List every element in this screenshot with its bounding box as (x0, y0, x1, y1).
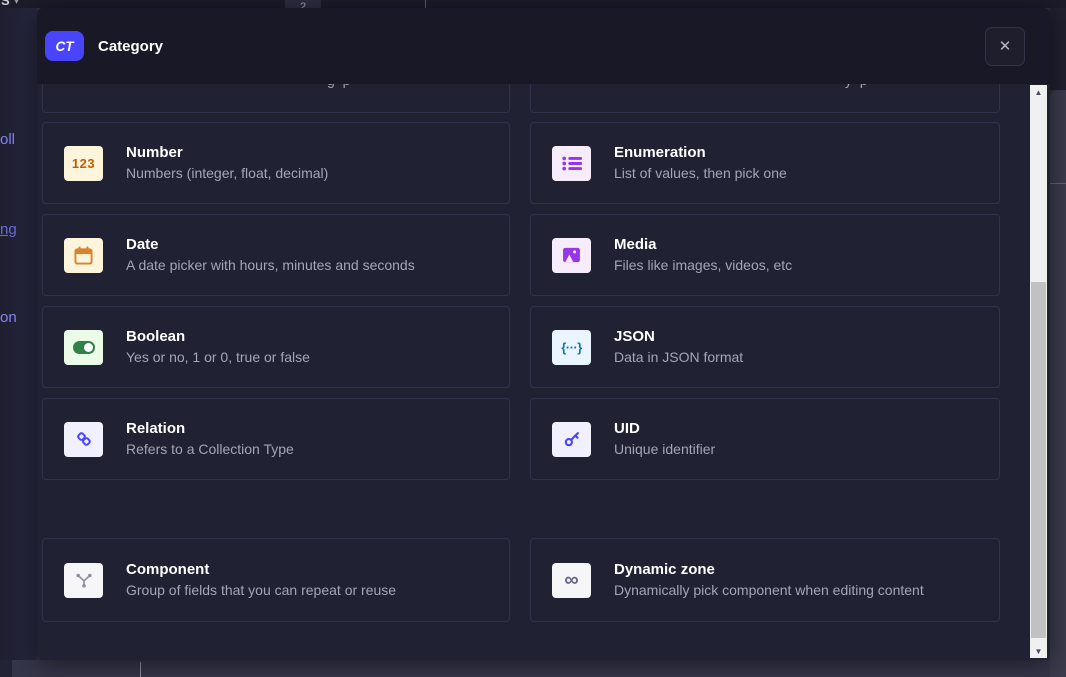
field-type-card-partial[interactable] (530, 84, 1000, 113)
field-type-card-relation[interactable]: Relation Refers to a Collection Type (42, 398, 510, 480)
field-type-card-boolean[interactable]: Boolean Yes or no, 1 or 0, true or false (42, 306, 510, 388)
modal-scrollbar[interactable]: ▲ ▼ (1030, 85, 1047, 658)
modal-body: g p y p 123 Number Numbers (integer, flo… (37, 84, 1050, 660)
field-type-title: Component (126, 561, 210, 578)
field-type-title: JSON (614, 328, 655, 345)
toggle-icon (64, 329, 103, 365)
field-type-modal: CT Category ✕ g p y p 123 Number Numbers (37, 8, 1050, 660)
field-type-grid: 123 Number Numbers (integer, float, deci… (42, 122, 1000, 480)
background-bottom-strip (0, 660, 1050, 677)
number-123-glyph: 123 (71, 155, 96, 171)
field-type-description: Data in JSON format (614, 349, 744, 365)
skeleton-number: 2 (299, 1, 307, 8)
background-right-strip (1050, 8, 1066, 90)
card-text: JSON Data in JSON format (614, 328, 743, 366)
card-text: Dynamic zone Dynamically pick component … (614, 561, 924, 599)
field-type-description: Files like images, videos, etc (614, 257, 793, 273)
field-type-card-enumeration[interactable]: Enumeration List of values, then pick on… (530, 122, 1000, 204)
card-text: Relation Refers to a Collection Type (126, 420, 294, 458)
number-123-icon: 123 (64, 145, 103, 181)
sidebar-text-fragment: oll (0, 131, 16, 148)
branch-icon (64, 562, 103, 598)
field-type-description: Unique identifier (614, 441, 716, 457)
field-type-card-date[interactable]: Date A date picker with hours, minutes a… (42, 214, 510, 296)
background-right-panel (1050, 90, 1066, 677)
curly-braces-glyph: {···} (561, 339, 582, 355)
content-type-badge: CT (45, 31, 84, 61)
caret-down-icon: ▾ (14, 0, 20, 7)
background-divider (140, 662, 141, 677)
scrollbar-down-button[interactable]: ▼ (1030, 644, 1047, 658)
scrollbar-up-button[interactable]: ▲ (1030, 85, 1047, 99)
background-edge (0, 660, 12, 677)
clipped-text-fragment: g p (327, 84, 352, 88)
field-type-grid-advanced: Component Group of fields that you can r… (42, 538, 1000, 622)
background-divider (1050, 183, 1066, 184)
field-type-title: Boolean (126, 328, 186, 345)
field-type-card-json[interactable]: {···} JSON Data in JSON format (530, 306, 1000, 388)
card-text: Date A date picker with hours, minutes a… (126, 236, 415, 274)
background-left-sidebar: oll ng on (0, 8, 37, 660)
bulleted-list-icon (552, 145, 591, 181)
field-type-description: Dynamically pick component when editing … (614, 582, 924, 598)
background-skeleton-badge: 2 (285, 0, 321, 8)
field-type-description: Group of fields that you can repeat or r… (126, 582, 397, 598)
field-type-title: Number (126, 144, 183, 161)
background-top-bar: S ▾ 2 (0, 0, 1066, 8)
close-button[interactable]: ✕ (985, 26, 1025, 66)
modal-header: CT Category ✕ (37, 8, 1050, 84)
field-type-title: Dynamic zone (614, 561, 715, 578)
modal-title: Category (98, 37, 164, 55)
scrollbar-up-icon: ▲ (1034, 87, 1043, 97)
calendar-icon (64, 237, 103, 273)
field-type-card-uid[interactable]: UID Unique identifier (530, 398, 1000, 480)
field-type-title: UID (614, 420, 640, 437)
field-type-description: Numbers (integer, float, decimal) (126, 165, 329, 181)
background-divider (425, 0, 426, 8)
curly-braces-icon: {···} (552, 329, 591, 365)
field-type-title: Media (614, 236, 657, 253)
scrollbar-thumb[interactable] (1031, 282, 1046, 638)
clipped-text-fragment: y p (845, 84, 870, 88)
close-icon: ✕ (998, 37, 1012, 55)
field-type-title: Date (126, 236, 159, 253)
card-text: UID Unique identifier (614, 420, 715, 458)
scrollbar-down-icon: ▼ (1034, 646, 1043, 656)
field-type-card-partial[interactable] (42, 84, 510, 113)
card-text: Boolean Yes or no, 1 or 0, true or false (126, 328, 310, 366)
chain-link-icon (64, 421, 103, 457)
card-text: Media Files like images, videos, etc (614, 236, 792, 274)
background-cut-glyph: S (1, 0, 10, 8)
infinity-icon: ∞ (552, 562, 591, 598)
field-type-description: List of values, then pick one (614, 165, 787, 181)
infinity-glyph: ∞ (564, 569, 579, 591)
field-type-card-number[interactable]: 123 Number Numbers (integer, float, deci… (42, 122, 510, 204)
field-type-title: Relation (126, 420, 186, 437)
picture-icon (552, 237, 591, 273)
card-text: Number Numbers (integer, float, decimal) (126, 144, 328, 182)
field-type-card-media[interactable]: Media Files like images, videos, etc (530, 214, 1000, 296)
field-type-card-component[interactable]: Component Group of fields that you can r… (42, 538, 510, 622)
field-type-description: Refers to a Collection Type (126, 441, 294, 457)
sidebar-text-fragment: on (0, 309, 17, 326)
card-text: Component Group of fields that you can r… (126, 561, 396, 599)
field-type-description: Yes or no, 1 or 0, true or false (126, 349, 310, 365)
toggle-pill (72, 340, 95, 354)
field-type-description: A date picker with hours, minutes and se… (126, 257, 415, 273)
card-text: Enumeration List of values, then pick on… (614, 144, 787, 182)
sidebar-link-fragment: ng (0, 221, 17, 238)
field-type-title: Enumeration (614, 144, 706, 161)
key-icon (552, 421, 591, 457)
field-type-card-dynamic-zone[interactable]: ∞ Dynamic zone Dynamically pick componen… (530, 538, 1000, 622)
